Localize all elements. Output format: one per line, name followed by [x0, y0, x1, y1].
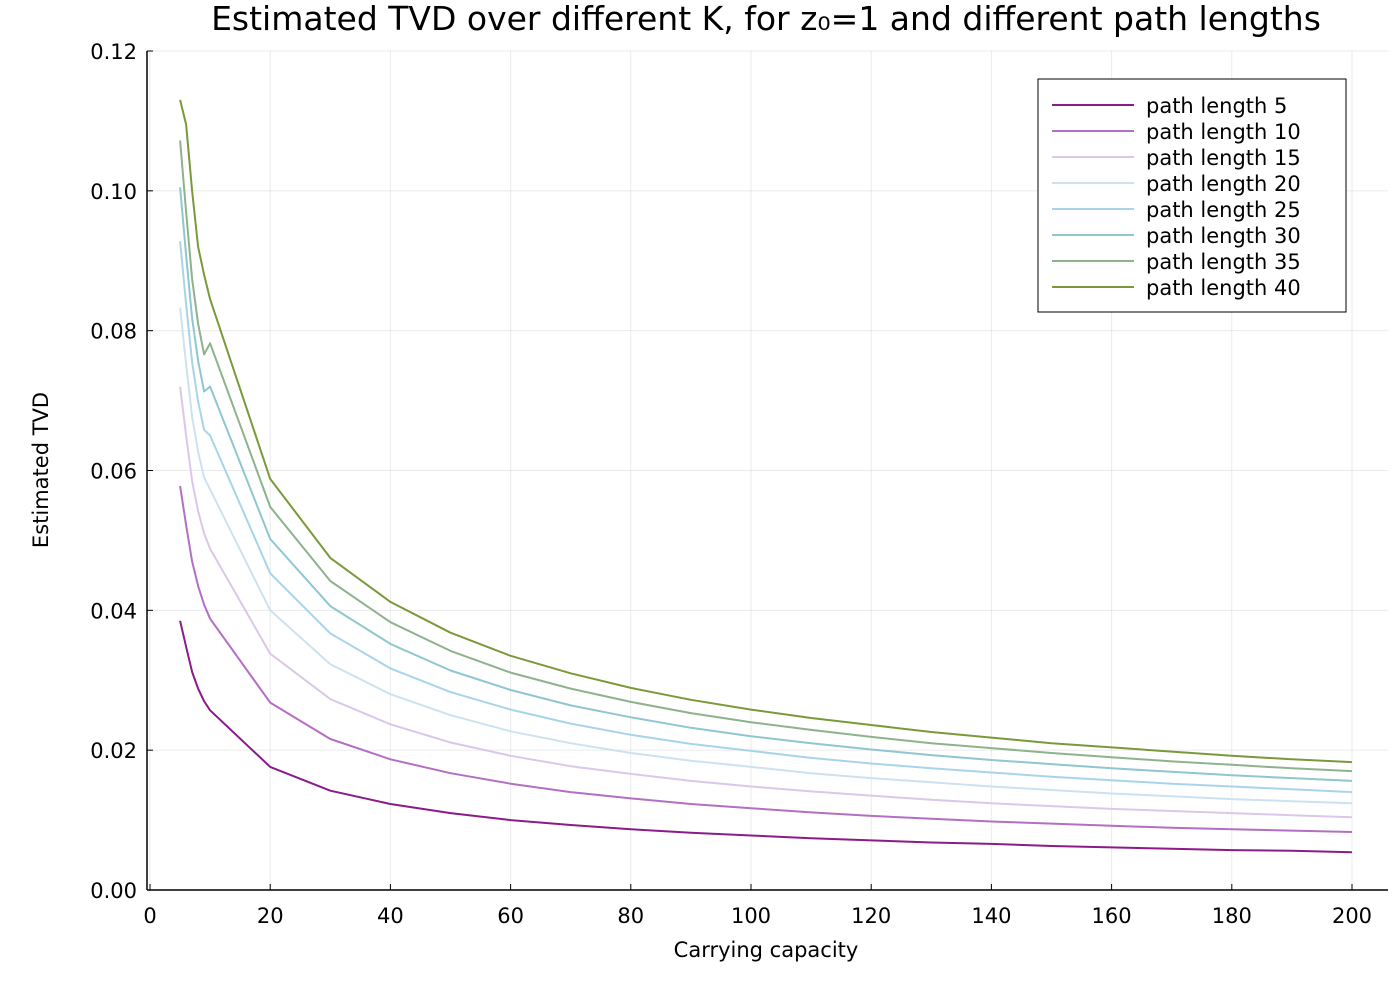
legend-label: path length 30: [1146, 224, 1301, 248]
x-tick-label: 100: [731, 904, 771, 928]
x-tick-label: 40: [377, 904, 404, 928]
x-tick-label: 160: [1092, 904, 1132, 928]
y-tick-label: 0.04: [90, 599, 137, 623]
series: [179, 99, 1353, 854]
legend-label: path length 25: [1146, 198, 1301, 222]
series-line-8: [179, 99, 1353, 764]
y-tick-label: 0.12: [90, 40, 137, 64]
series-line-6: [179, 187, 1353, 782]
y-tick-label: 0.00: [90, 879, 137, 903]
legend-label: path length 20: [1146, 172, 1301, 196]
x-ticks: 0 20 40 60 80 100 120 140 160 180 200: [143, 884, 1372, 928]
legend-label: path length 15: [1146, 146, 1301, 170]
series-line-3: [179, 386, 1353, 819]
series-line-7: [179, 140, 1353, 773]
chart-title: Estimated TVD over different K, for z₀=1…: [211, 0, 1321, 38]
legend-label: path length 10: [1146, 120, 1301, 144]
x-tick-label: 180: [1212, 904, 1252, 928]
y-tick-label: 0.06: [90, 460, 137, 484]
x-axis-title: Carrying capacity: [674, 938, 859, 962]
y-axis-title: Estimated TVD: [29, 392, 53, 548]
x-tick-label: 200: [1332, 904, 1372, 928]
x-tick-label: 140: [971, 904, 1011, 928]
y-tick-label: 0.02: [90, 739, 137, 763]
series-line-1: [179, 620, 1353, 854]
y-tick-label: 0.10: [90, 180, 137, 204]
x-tick-label: 60: [497, 904, 524, 928]
x-tick-label: 0: [143, 904, 156, 928]
legend-label: path length 5: [1146, 94, 1287, 118]
y-ticks: 0.00 0.02 0.04 0.06 0.08 0.10 0.12: [90, 40, 153, 903]
y-tick-label: 0.08: [90, 320, 137, 344]
legend-label: path length 40: [1146, 276, 1301, 300]
x-tick-label: 120: [851, 904, 891, 928]
series-line-4: [179, 307, 1353, 805]
series-line-2: [179, 485, 1353, 833]
series-line-5: [179, 241, 1353, 794]
legend-box: [1037, 78, 1347, 313]
legend-label: path length 35: [1146, 250, 1301, 274]
x-tick-label: 20: [257, 904, 284, 928]
x-tick-label: 80: [617, 904, 644, 928]
